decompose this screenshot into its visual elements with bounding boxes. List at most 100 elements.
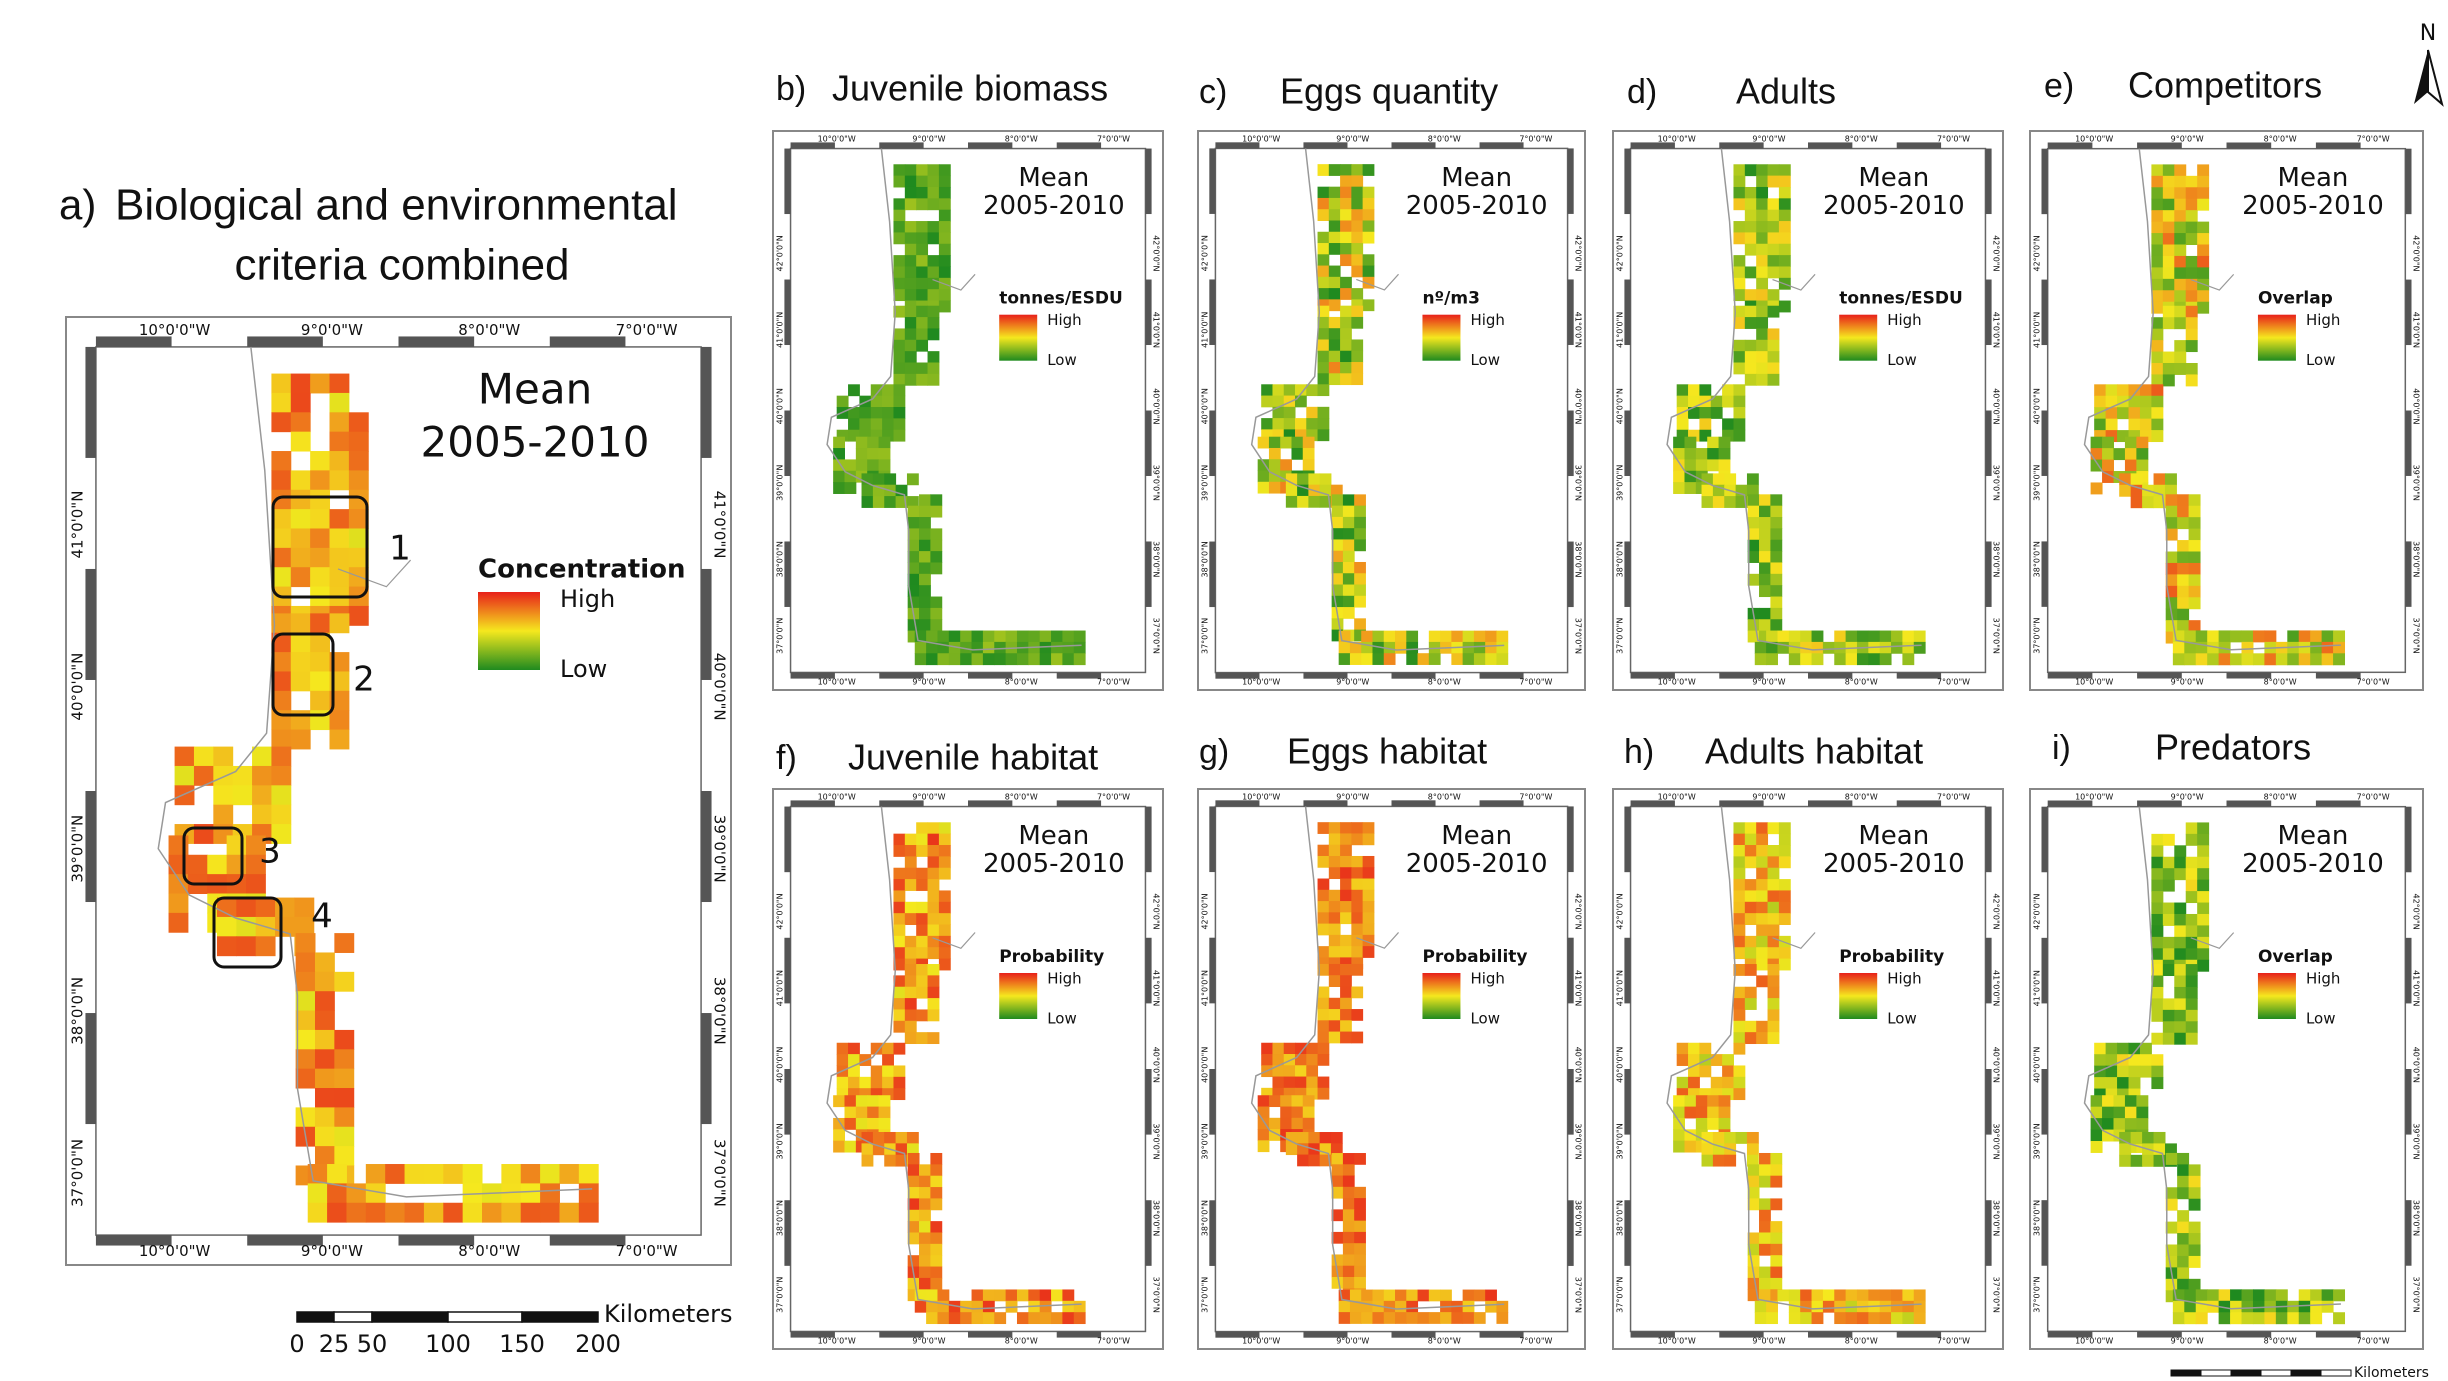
map-cell [1767,339,1780,352]
map-cell [916,289,929,302]
map-cell [1406,1312,1419,1324]
map-cell [1756,328,1769,341]
period-label: 2005-2010 [983,849,1125,879]
latitude-label: 37°0'0"N [68,1139,86,1207]
graticule-bar [1056,800,1102,807]
map-cell [2094,1065,2107,1078]
map-cell [2151,395,2164,408]
graticule-bar [1624,148,1631,215]
map-cell [1317,957,1330,970]
graticule-bar [2041,1069,2048,1135]
map-cell [848,1076,860,1089]
map-cell [246,835,266,856]
map-cell [1733,221,1746,233]
map-cell [2197,187,2210,200]
longitude-label: 8°0'0"W [1428,792,1461,801]
map-cell [1485,653,1497,665]
map-cell [1744,198,1757,211]
map-cell [836,429,849,442]
map-cell [1406,641,1419,654]
map-cell [295,1029,316,1050]
graticule-bar [1303,800,1348,807]
map-cell [927,913,940,926]
map-cell [1744,266,1757,279]
map-cell [2162,936,2175,949]
map-cell [365,1202,386,1223]
graticule-bar [1209,148,1216,214]
map-cell [893,362,906,375]
map-cell [1331,1254,1344,1267]
map-cell [1028,630,1041,643]
legend-low: Low [2306,1010,2336,1028]
map-cell [1462,1312,1475,1324]
longitude-label: 9°0'0"W [912,1337,945,1346]
map-cell [1699,1042,1712,1055]
map-cell [916,947,929,960]
map-cell [2151,845,2164,858]
map-cell [2117,430,2130,443]
longitude-label: 8°0'0"W [2264,134,2297,143]
map-cell [1845,1289,1858,1302]
graticule-bar [1985,148,1992,215]
map-cell [2218,1289,2231,1302]
legend-title: Probability [999,947,1104,967]
map-cell [2185,328,2198,341]
map-cell [919,505,931,518]
map-cell [2177,505,2190,518]
map-cell [904,845,917,857]
river [1772,932,1816,949]
river [932,932,976,949]
map-cell [2162,305,2175,318]
legend-gradient [2257,973,2296,1019]
map-cell [1331,1164,1344,1177]
map-cell [1722,1088,1734,1101]
graticule-bar [1896,1331,1942,1338]
map-cell [893,255,906,267]
map-cell [540,1202,560,1223]
map-cell [2162,278,2175,291]
longitude-label: 8°0'0"W [1845,792,1878,801]
map-cell [882,1065,894,1078]
latitude-label: 40°0'0"N [1991,388,2000,424]
map-cell [907,585,920,598]
map-cell [2174,362,2187,375]
map-cell [334,1029,355,1050]
map-cell [1340,901,1352,913]
latitude-label: 41°0'0"N [1991,970,2000,1006]
map-cell [937,1312,950,1325]
map-cell [1351,316,1364,329]
map-cell [2128,384,2141,397]
legend-high: High [1470,970,1504,988]
map-cell [867,448,880,460]
map-cell [1767,890,1780,903]
map-cell [348,509,369,529]
map-cell [2188,1187,2201,1200]
graticule-bar [1479,672,1524,679]
map-cell [1744,351,1757,364]
map-cell [904,255,917,267]
map-cell [893,1088,906,1101]
map-cell [893,879,906,891]
map-cell [1261,1054,1273,1066]
map-cell [1902,641,1915,654]
map-cell [1362,299,1375,312]
map-cell [1257,1129,1270,1141]
map-cell [930,494,943,507]
map-cell [1319,1132,1332,1144]
map-cell [1328,901,1341,913]
map-cell [501,1164,522,1184]
map-cell [271,785,292,806]
map-cell [1268,1117,1281,1130]
map-cell [1733,164,1746,177]
map-cell [938,266,951,279]
latitude-label: 40°0'0"N [2411,1047,2420,1083]
map-cell [1268,481,1281,494]
map-cell [2113,1118,2126,1131]
longitude-label: 8°0'0"W [1005,792,1038,801]
map-cell [1744,833,1757,846]
map-cell [559,1164,580,1184]
latitude-label: 39°0'0"N [1991,1123,2000,1159]
map-cell [1268,436,1281,449]
map-cell [848,1088,860,1101]
map-cell [348,470,369,491]
